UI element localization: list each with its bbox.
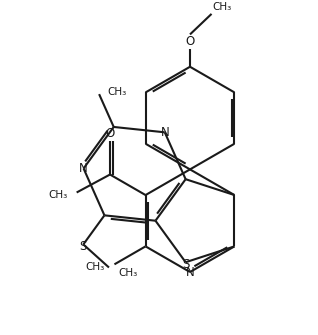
Text: N: N (79, 162, 88, 175)
Text: CH₃: CH₃ (48, 190, 67, 200)
Text: S: S (80, 241, 87, 254)
Text: O: O (185, 35, 195, 48)
Text: N: N (186, 266, 194, 278)
Text: CH₃: CH₃ (107, 86, 127, 96)
Text: N: N (160, 126, 169, 139)
Text: S: S (182, 258, 189, 271)
Text: CH₃: CH₃ (212, 2, 232, 12)
Text: CH₃: CH₃ (118, 268, 138, 278)
Text: O: O (105, 127, 114, 140)
Text: CH₃: CH₃ (85, 262, 105, 272)
